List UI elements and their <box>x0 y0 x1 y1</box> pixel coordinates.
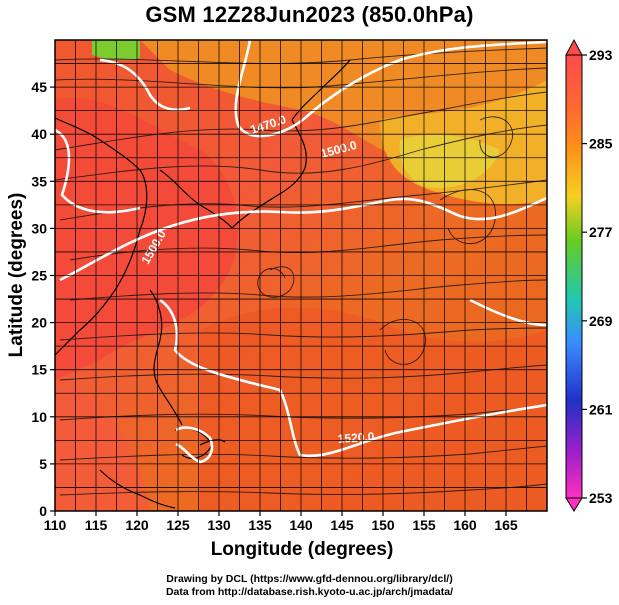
chart-title: GSM 12Z28Jun2023 (850.0hPa) <box>145 2 474 27</box>
y-tick-label: 45 <box>31 79 47 95</box>
y-tick-label: 5 <box>39 456 47 472</box>
footer-credits: Drawing by DCL (https://www.gfd-dennou.o… <box>0 573 619 599</box>
green-region <box>92 40 140 61</box>
footer-line: Drawing by DCL (https://www.gfd-dennou.o… <box>166 573 453 585</box>
y-tick-label: 0 <box>39 503 47 519</box>
y-tick-label: 10 <box>31 409 47 425</box>
x-tick-label: 165 <box>494 517 518 533</box>
grid-lines <box>55 40 547 511</box>
y-tick-label: 35 <box>31 173 47 189</box>
colorbar-label: 293 <box>589 47 613 63</box>
x-tick-label: 125 <box>166 517 190 533</box>
x-tick-label: 160 <box>453 517 477 533</box>
yellow-region <box>399 134 500 189</box>
x-axis: 110 115 120 125 130 135 140 145 150 155 160 165 <box>44 511 518 533</box>
x-axis-title: Longitude (degrees) <box>211 539 394 560</box>
colorbar-label: 261 <box>589 401 613 417</box>
y-axis-title: Latitude (degrees) <box>6 193 27 358</box>
warm-south <box>55 380 150 511</box>
footer-line: Data from http://database.rish.kyoto-u.a… <box>165 586 454 598</box>
y-axis: 0 5 10 15 20 25 30 35 40 45 <box>31 79 55 519</box>
x-tick-label: 150 <box>371 517 395 533</box>
y-tick-label: 25 <box>31 268 47 284</box>
x-tick-label: 130 <box>207 517 231 533</box>
x-tick-label: 145 <box>330 517 354 533</box>
colorbar-label: 269 <box>589 313 613 329</box>
height-contours <box>55 40 547 464</box>
y-tick-label: 30 <box>31 220 47 236</box>
x-tick-label: 115 <box>85 517 108 533</box>
colorbar-label: 285 <box>589 136 613 152</box>
colorbar-gradient <box>565 54 583 499</box>
colorbar-top-arrow <box>565 38 583 56</box>
x-tick-label: 140 <box>289 517 313 533</box>
mid-ocean <box>200 307 547 511</box>
x-tick-label: 155 <box>412 517 436 533</box>
x-tick-label: 120 <box>125 517 149 533</box>
y-tick-label: 15 <box>31 362 47 378</box>
contour-label: 1520.0 <box>337 429 375 446</box>
y-tick-label: 20 <box>31 315 47 331</box>
colorbar-label: 253 <box>589 490 613 506</box>
x-tick-label: 135 <box>248 517 272 533</box>
y-tick-label: 40 <box>31 126 47 142</box>
colorbar: 293 285 277 269 261 253 <box>565 38 613 512</box>
x-tick-label: 110 <box>44 517 67 533</box>
contour-labels: 1470.0 1500.0 1500.0 1520.0 <box>138 112 375 446</box>
colorbar-bottom-arrow <box>565 497 583 512</box>
colorbar-label: 277 <box>589 224 613 240</box>
